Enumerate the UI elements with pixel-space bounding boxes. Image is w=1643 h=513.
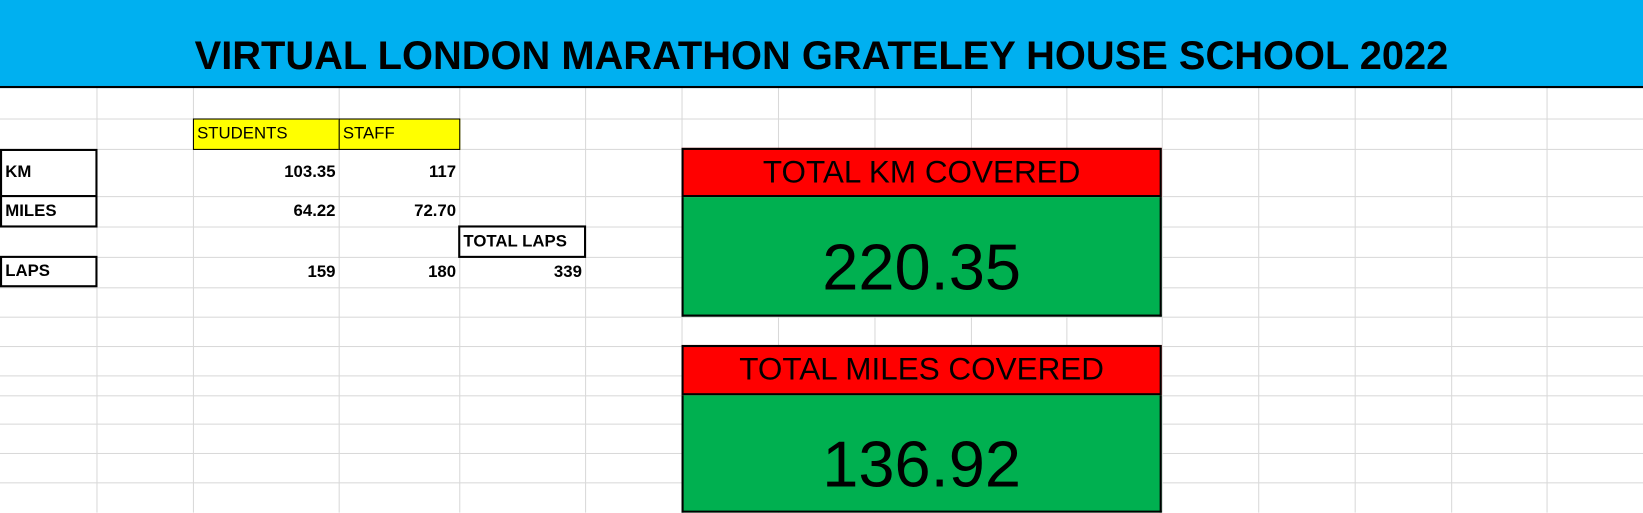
column-header: STAFF [338, 118, 461, 150]
grid-line [1451, 0, 1453, 513]
column-header: STUDENTS [192, 118, 340, 150]
row-label: LAPS [0, 255, 98, 288]
cell: 103.35 [284, 163, 336, 182]
grid-line [1546, 0, 1548, 513]
summary-label: TOTAL MILES COVERED [681, 344, 1162, 396]
grid-line [1258, 0, 1260, 513]
grid-line [0, 316, 1643, 318]
cell: 64.22 [293, 201, 336, 220]
row-label: MILES [0, 195, 98, 228]
grid-line [338, 0, 340, 513]
title: VIRTUAL LONDON MARATHON GRATELEY HOUSE S… [194, 34, 1449, 79]
row-label: KM [0, 148, 98, 198]
grid-line [192, 0, 194, 513]
cell: 159 [307, 262, 336, 281]
cell: 180 [428, 262, 457, 281]
grid-line [1161, 0, 1163, 513]
cell: 117 [429, 163, 457, 182]
total-laps-value: 339 [553, 262, 582, 281]
cell: 72.70 [414, 201, 457, 220]
total-laps-label: TOTAL LAPS [458, 225, 587, 258]
grid-line [0, 118, 1643, 120]
summary-value: 220.35 [681, 197, 1162, 317]
grid-line [1354, 0, 1356, 513]
title-banner: VIRTUAL LONDON MARATHON GRATELEY HOUSE S… [0, 0, 1643, 89]
summary-value: 136.92 [681, 395, 1162, 513]
summary-label: TOTAL KM COVERED [681, 147, 1162, 198]
